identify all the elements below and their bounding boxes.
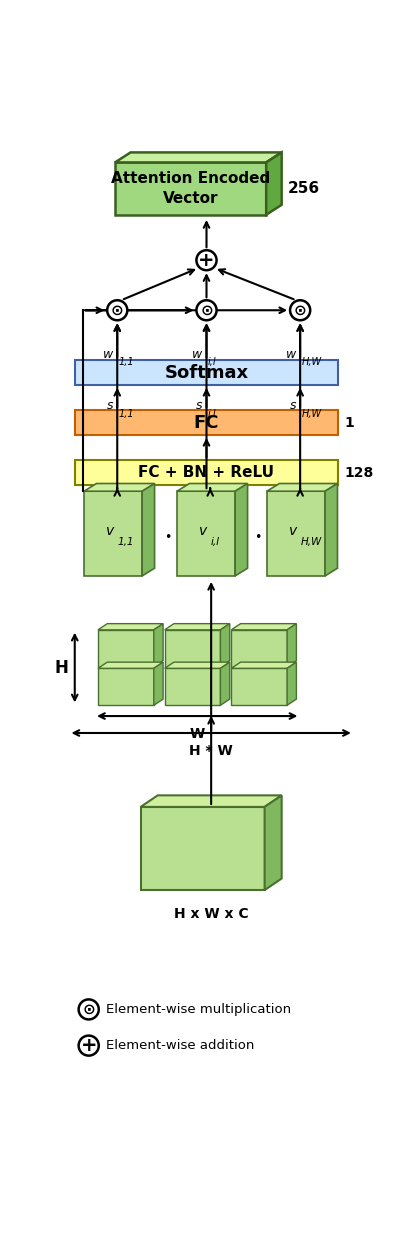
Text: i,l: i,l: [211, 537, 220, 547]
Circle shape: [197, 301, 217, 321]
Polygon shape: [98, 624, 163, 630]
Text: w: w: [286, 348, 296, 360]
Text: ⊙: ⊙: [200, 303, 213, 318]
Polygon shape: [98, 669, 154, 706]
Polygon shape: [177, 484, 248, 491]
Polygon shape: [287, 624, 296, 667]
Polygon shape: [177, 491, 235, 576]
Text: H x W x C: H x W x C: [174, 907, 248, 921]
Polygon shape: [154, 662, 163, 706]
Text: W: W: [190, 727, 205, 740]
Text: H: H: [55, 659, 68, 676]
Text: H,W: H,W: [302, 409, 322, 418]
Text: H,W: H,W: [302, 358, 322, 368]
Text: Softmax: Softmax: [164, 364, 248, 381]
Polygon shape: [84, 484, 154, 491]
Text: +: +: [80, 1036, 97, 1055]
Text: +: +: [198, 251, 215, 270]
Polygon shape: [115, 162, 266, 214]
Text: FC: FC: [194, 413, 219, 432]
Text: w: w: [192, 348, 203, 360]
Text: i,l: i,l: [208, 409, 217, 418]
Text: FC + BN + ReLU: FC + BN + ReLU: [138, 465, 274, 480]
Polygon shape: [165, 662, 230, 669]
Circle shape: [197, 250, 217, 270]
Text: v: v: [106, 524, 114, 539]
Polygon shape: [115, 152, 282, 162]
Polygon shape: [287, 662, 296, 706]
Text: 1,1: 1,1: [118, 537, 134, 547]
Text: Element-wise addition: Element-wise addition: [106, 1039, 254, 1052]
Text: 128: 128: [344, 465, 374, 480]
Polygon shape: [142, 484, 154, 576]
Circle shape: [107, 301, 127, 321]
Polygon shape: [165, 630, 220, 667]
Polygon shape: [325, 484, 337, 576]
Polygon shape: [140, 807, 265, 890]
Polygon shape: [231, 624, 296, 630]
Polygon shape: [98, 662, 163, 669]
Text: ⊙: ⊙: [111, 303, 124, 318]
Polygon shape: [220, 662, 230, 706]
Polygon shape: [265, 795, 282, 890]
Text: s: s: [196, 399, 203, 412]
Text: ⊙: ⊙: [82, 1002, 95, 1016]
Text: i,l: i,l: [208, 358, 217, 368]
Text: v: v: [199, 524, 207, 539]
Bar: [75, 410, 338, 435]
Polygon shape: [235, 484, 248, 576]
Polygon shape: [231, 662, 296, 669]
Text: 256: 256: [288, 181, 320, 196]
Polygon shape: [165, 669, 220, 706]
Bar: [75, 461, 338, 485]
Polygon shape: [98, 630, 154, 667]
Text: H * W: H * W: [189, 744, 233, 758]
Text: 1,1: 1,1: [119, 409, 134, 418]
Text: w: w: [103, 348, 113, 360]
Circle shape: [79, 999, 99, 1019]
Text: s: s: [107, 399, 113, 412]
Polygon shape: [140, 795, 282, 807]
Text: Element-wise multiplication: Element-wise multiplication: [106, 1003, 291, 1016]
Polygon shape: [220, 624, 230, 667]
Text: v: v: [289, 524, 297, 539]
Polygon shape: [231, 630, 287, 667]
Polygon shape: [267, 484, 337, 491]
Polygon shape: [266, 152, 282, 214]
Polygon shape: [165, 624, 230, 630]
Text: •: •: [254, 531, 261, 543]
Polygon shape: [231, 669, 287, 706]
Polygon shape: [84, 491, 142, 576]
Circle shape: [290, 301, 310, 321]
Polygon shape: [154, 624, 163, 667]
Text: 1,1: 1,1: [119, 358, 134, 368]
Text: Attention Encoded
Vector: Attention Encoded Vector: [111, 171, 270, 206]
Text: s: s: [290, 399, 296, 412]
Text: H,W: H,W: [301, 537, 322, 547]
Text: •: •: [164, 531, 171, 543]
Text: 1: 1: [344, 416, 354, 430]
Text: ⊙: ⊙: [294, 303, 307, 318]
Polygon shape: [267, 491, 325, 576]
Bar: [75, 360, 338, 385]
Circle shape: [79, 1036, 99, 1056]
